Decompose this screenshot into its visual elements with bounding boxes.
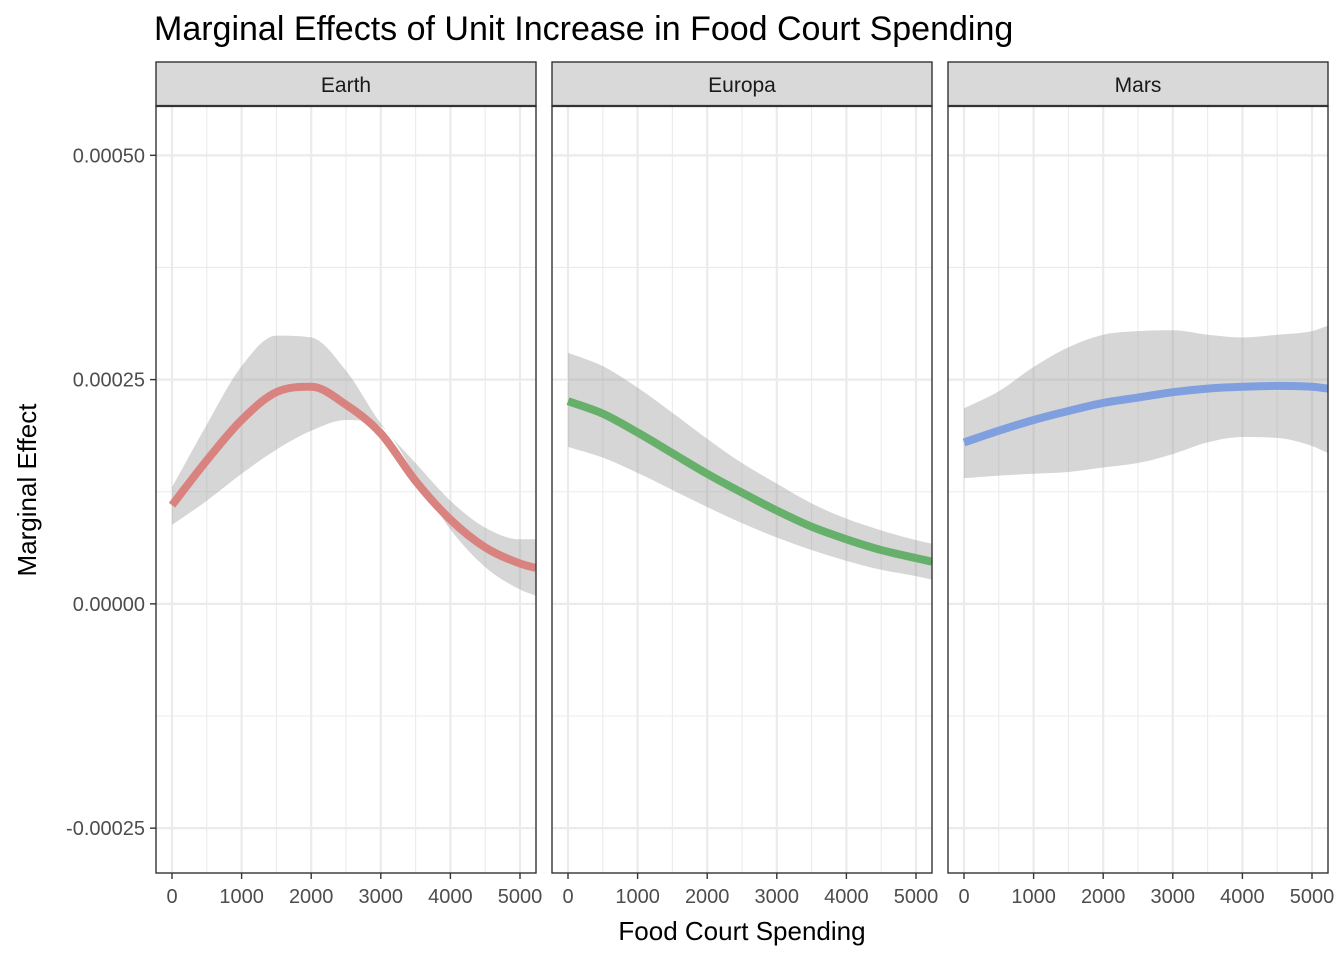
facet-label-europa: Europa: [708, 74, 776, 97]
confidence-band-europa: [568, 352, 932, 580]
x-tick-label: 0: [562, 886, 573, 908]
x-tick-label: 0: [958, 886, 969, 908]
facet-strip-europa: [551, 61, 933, 107]
x-tick-label: 3000: [359, 886, 404, 908]
x-tick-label: 0: [166, 886, 177, 908]
x-tick-label: 5000: [1290, 886, 1335, 908]
series-line-europa: [566, 397, 932, 566]
facet-panel-earth: Earth 0 1000 2000 3000 4000 5000: [155, 61, 543, 908]
facet-panels: Earth 0 1000 2000 3000 4000 5000 Europa 0 1000 200…: [155, 61, 1335, 908]
x-tick-label: 5000: [498, 886, 543, 908]
x-tick-label: 4000: [1220, 886, 1265, 908]
x-tick-label: 1000: [1011, 886, 1056, 908]
x-tick-label: 1000: [615, 886, 660, 908]
y-tick-label: 0.00000: [73, 594, 145, 616]
y-axis-title: Marginal Effect: [12, 403, 42, 577]
confidence-band-mars: [964, 325, 1328, 479]
confidence-band-earth: [172, 335, 536, 596]
facet-panel-europa: Europa 0 1000 2000 3000 4000 5000: [551, 61, 939, 908]
y-tick-label: -0.00025: [66, 818, 145, 840]
chart-title: Marginal Effects of Unit Increase in Foo…: [154, 10, 1013, 48]
x-tick-label: 2000: [685, 886, 730, 908]
y-axis: -0.00025 0.00000 0.00025 0.00050: [66, 145, 156, 840]
series-line-mars: [962, 381, 1328, 447]
x-tick-label: 2000: [1081, 886, 1126, 908]
facet-strip-mars: [947, 61, 1329, 107]
facet-label-mars: Mars: [1115, 74, 1162, 97]
y-tick-label: 0.00050: [73, 145, 145, 167]
series-line-earth: [168, 382, 536, 572]
facet-strip-earth: [155, 61, 537, 107]
y-tick-label: 0.00025: [73, 370, 145, 392]
x-tick-label: 3000: [1151, 886, 1196, 908]
x-tick-label: 4000: [824, 886, 869, 908]
x-tick-label: 2000: [289, 886, 334, 908]
facet-label-earth: Earth: [321, 74, 371, 97]
x-tick-label: 3000: [755, 886, 800, 908]
facet-panel-mars: Mars 0 1000 2000 3000 4000 5000: [947, 61, 1335, 908]
x-tick-label: 1000: [219, 886, 264, 908]
x-axis-title: Food Court Spending: [618, 916, 865, 946]
x-tick-label: 5000: [894, 886, 939, 908]
x-tick-label: 4000: [428, 886, 473, 908]
